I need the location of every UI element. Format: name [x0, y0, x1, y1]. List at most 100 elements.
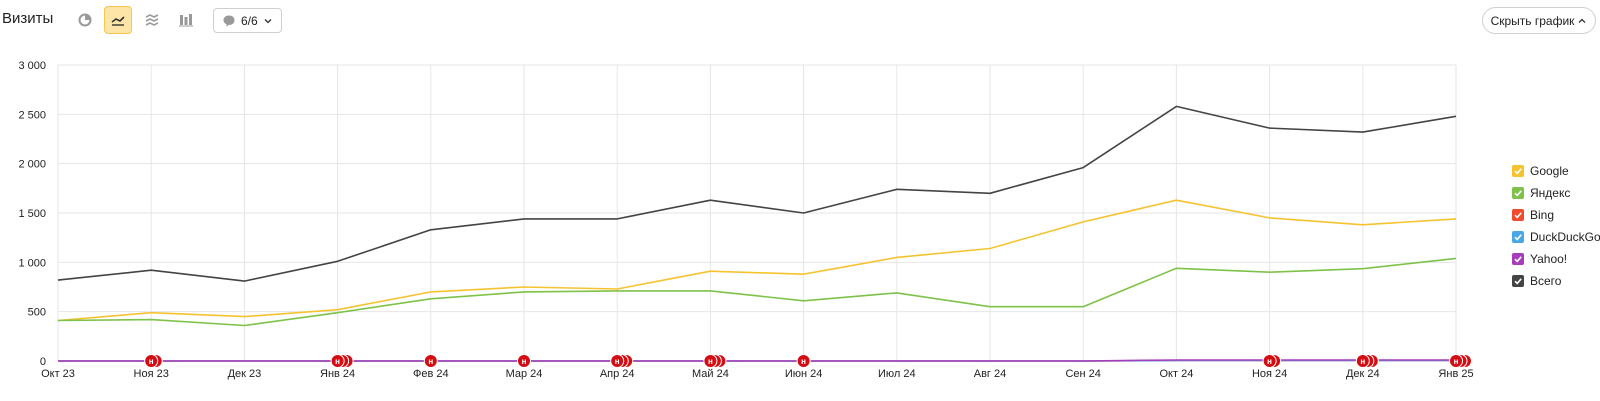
x-tick-label: Дек 24 — [1346, 368, 1380, 380]
note-marker-group[interactable]: н — [610, 354, 634, 368]
checkmark-icon — [1514, 190, 1522, 197]
note-marker[interactable] — [330, 354, 345, 368]
x-tick-label: Янв 24 — [320, 368, 355, 380]
x-tick-label: Мар 24 — [506, 368, 543, 380]
series-line-0[interactable] — [57, 199, 1457, 322]
legend-item[interactable]: Bing — [1512, 204, 1600, 226]
note-marker[interactable] — [1262, 354, 1277, 368]
x-tick-label: Май 24 — [692, 368, 729, 380]
note-marker-label: н — [1360, 357, 1365, 366]
x-tick-label: Апр 24 — [600, 368, 635, 380]
legend-item[interactable]: Яндекс — [1512, 182, 1600, 204]
legend-label: Всего — [1530, 274, 1562, 288]
note-marker-group[interactable]: н — [517, 354, 531, 368]
note-marker-label: н — [149, 357, 154, 366]
x-tick-label: Фев 24 — [413, 368, 449, 380]
legend-checkbox[interactable] — [1512, 165, 1524, 177]
chart-legend: Google Яндекс Bing DuckDuckGo Yahoo! Всего — [1512, 160, 1600, 292]
legend-checkbox[interactable] — [1512, 231, 1524, 243]
legend-item[interactable]: Всего — [1512, 270, 1600, 292]
y-tick-label: 1 000 — [18, 257, 46, 269]
y-tick-label: 500 — [28, 307, 46, 319]
y-tick-label: 1 500 — [18, 208, 46, 220]
checkmark-icon — [1514, 278, 1522, 285]
note-marker[interactable] — [1355, 354, 1370, 368]
note-marker[interactable] — [423, 354, 438, 368]
legend-checkbox[interactable] — [1512, 275, 1524, 287]
note-marker[interactable] — [517, 354, 531, 368]
legend-checkbox[interactable] — [1512, 253, 1524, 265]
checkmark-icon — [1514, 234, 1522, 241]
y-tick-label: 2 000 — [18, 159, 46, 171]
comment-icon — [223, 15, 235, 27]
chevron-up-icon — [1578, 18, 1586, 23]
y-tick-label: 0 — [40, 356, 46, 368]
note-marker[interactable] — [796, 354, 811, 368]
y-tick-label: 2 500 — [18, 109, 46, 121]
checkmark-icon — [1514, 212, 1522, 219]
area-chart-toggle[interactable] — [138, 6, 166, 34]
note-marker-group[interactable]: н — [1449, 354, 1472, 368]
note-marker[interactable] — [1449, 354, 1463, 368]
legend-item[interactable]: DuckDuckGo — [1512, 226, 1600, 248]
hide-chart-button[interactable]: Скрыть график — [1482, 7, 1596, 34]
x-tick-label: Окт 24 — [1159, 368, 1193, 380]
stacked-bar-icon — [179, 14, 193, 27]
checkmark-icon — [1514, 256, 1522, 263]
line-chart-icon — [111, 16, 125, 26]
series-line-4[interactable] — [58, 359, 1456, 362]
series-line-5[interactable] — [57, 105, 1457, 282]
note-marker-label: н — [522, 357, 527, 366]
x-tick-label: Ноя 23 — [134, 368, 169, 380]
y-tick-label: 3 000 — [18, 60, 46, 72]
bar-chart-toggle[interactable] — [172, 6, 200, 34]
x-tick-label: Окт 23 — [41, 368, 75, 380]
page-title: Визиты — [2, 10, 54, 27]
note-marker-group[interactable]: н — [330, 354, 354, 368]
chevron-down-icon — [264, 18, 272, 23]
note-marker[interactable] — [703, 354, 718, 368]
note-marker-group[interactable]: н — [423, 354, 438, 368]
note-marker-label: н — [428, 357, 433, 366]
x-tick-label: Дек 23 — [228, 368, 262, 380]
note-marker-group[interactable]: н — [703, 354, 727, 368]
line-chart-toggle[interactable] — [104, 6, 132, 34]
legend-label: Yahoo! — [1530, 252, 1568, 266]
note-marker-group[interactable]: н — [1355, 354, 1379, 368]
series-line-1[interactable] — [57, 257, 1457, 327]
pie-chart-toggle[interactable] — [71, 6, 99, 34]
hide-chart-label: Скрыть график — [1490, 13, 1575, 28]
note-marker-group[interactable]: н — [144, 354, 163, 368]
notes-dropdown[interactable]: 6/6 — [213, 8, 282, 33]
legend-item[interactable]: Yahoo! — [1512, 248, 1600, 270]
pie-chart-icon — [78, 13, 92, 27]
note-marker-label: н — [335, 357, 340, 366]
notes-count: 6/6 — [241, 13, 258, 28]
note-marker-label: н — [708, 357, 713, 366]
legend-label: Bing — [1530, 208, 1555, 222]
note-marker-label: н — [1267, 357, 1272, 366]
legend-checkbox[interactable] — [1512, 209, 1524, 221]
legend-item[interactable]: Google — [1512, 160, 1600, 182]
note-marker-label: н — [1454, 357, 1459, 366]
x-tick-label: Сен 24 — [1065, 368, 1100, 380]
x-tick-label: Июл 24 — [878, 368, 916, 380]
legend-checkbox[interactable] — [1512, 187, 1524, 199]
legend-label: Яндекс — [1530, 186, 1571, 200]
x-tick-label: Янв 25 — [1438, 368, 1473, 380]
note-marker-label: н — [615, 357, 620, 366]
x-tick-label: Авг 24 — [974, 368, 1006, 380]
stacked-area-icon — [145, 14, 159, 26]
note-marker-group[interactable]: н — [796, 354, 811, 368]
note-marker-label: н — [801, 357, 806, 366]
x-tick-label: Ноя 24 — [1252, 368, 1287, 380]
toolbar: Визиты 6/6 — [0, 0, 1600, 40]
note-marker[interactable] — [610, 354, 625, 368]
note-marker-group[interactable]: н — [1262, 354, 1282, 368]
legend-label: Google — [1530, 164, 1569, 178]
legend-label: DuckDuckGo — [1530, 230, 1600, 244]
checkmark-icon — [1514, 168, 1522, 175]
x-tick-label: Июн 24 — [785, 368, 823, 380]
note-marker[interactable] — [144, 354, 159, 368]
